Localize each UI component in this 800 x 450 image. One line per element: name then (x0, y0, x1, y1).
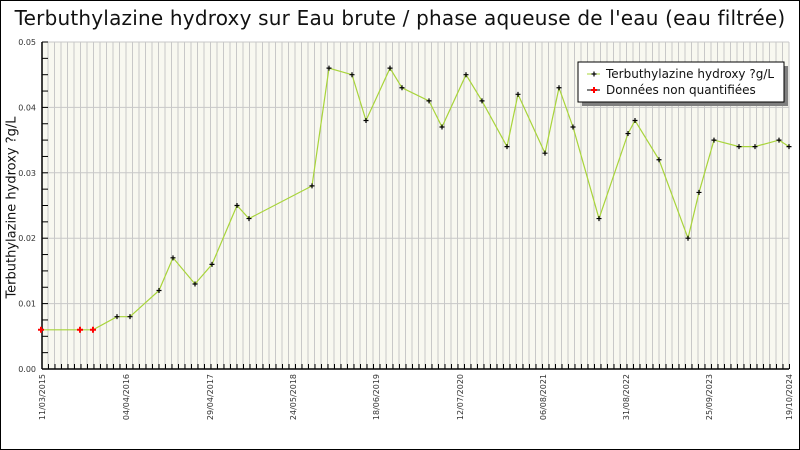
data-point (192, 281, 198, 287)
y-tick-label: 0.05 (18, 38, 36, 47)
x-tick-label: 04/04/2016 (122, 374, 131, 420)
x-tick-label: 31/08/2022 (622, 374, 631, 420)
black-plus-marker-icon (591, 71, 597, 77)
data-point (685, 235, 691, 241)
nq-data-point (38, 326, 44, 333)
data-point (127, 314, 133, 320)
x-tick-label: 25/09/2023 (705, 374, 714, 420)
data-point (170, 255, 176, 261)
data-point (632, 117, 638, 123)
data-point (234, 203, 240, 208)
y-axis-ticks: 0.00 0.01 0.02 0.03 0.04 0.05 (18, 38, 48, 374)
y-tick-label: 0.04 (18, 103, 36, 112)
x-axis-ticks: 11/03/2015 04/04/2016 29/04/2017 24/05/2018… (38, 364, 794, 420)
data-point (387, 65, 393, 71)
x-tick-label: 06/08/2021 (539, 374, 548, 420)
data-point (504, 144, 510, 150)
data-point (752, 144, 758, 150)
x-tick-label: 24/05/2018 (289, 374, 298, 420)
data-point (349, 72, 355, 78)
y-tick-label: 0.02 (18, 234, 36, 243)
data-point (209, 261, 215, 267)
data-point (246, 216, 252, 222)
data-point (309, 183, 315, 189)
y-tick-label: 0.01 (18, 300, 36, 309)
data-point (656, 157, 662, 163)
red-plus-marker-icon (591, 87, 597, 93)
data-point (736, 144, 742, 150)
data-point (426, 98, 432, 104)
nq-data-point (90, 326, 96, 333)
x-tick-label: 12/07/2020 (456, 374, 465, 420)
x-tick-label: 18/06/2019 (372, 374, 381, 420)
data-point (439, 124, 445, 130)
data-point (696, 189, 702, 195)
data-point (776, 137, 782, 143)
legend-item-nq: Données non quantifiées (587, 83, 756, 97)
data-point (711, 137, 717, 143)
data-point (363, 117, 369, 123)
legend: Terbuthylazine hydroxy ?g/L Données non … (577, 61, 788, 106)
y-tick-label: 0.00 (18, 365, 36, 374)
data-point (156, 288, 162, 294)
data-point (786, 144, 792, 150)
data-point (399, 85, 405, 91)
data-markers (38, 65, 792, 333)
x-tick-label: 19/10/2024 (785, 374, 794, 420)
data-point (556, 85, 562, 91)
legend-label-nq: Données non quantifiées (606, 83, 756, 97)
legend-item-series: Terbuthylazine hydroxy ?g/L (587, 67, 774, 81)
data-point (326, 65, 332, 71)
nq-data-point (77, 326, 83, 333)
legend-label-series: Terbuthylazine hydroxy ?g/L (605, 67, 774, 81)
x-tick-label: 29/04/2017 (206, 374, 215, 420)
data-point (463, 72, 469, 78)
horizontal-gridlines (42, 41, 790, 369)
data-point (570, 124, 576, 130)
data-point (515, 91, 521, 97)
data-point (114, 314, 120, 320)
data-point (479, 98, 485, 104)
data-point (625, 131, 631, 137)
data-point (542, 150, 548, 156)
y-tick-label: 0.03 (18, 169, 36, 178)
chart-title: Terbuthylazine hydroxy sur Eau brute / p… (14, 6, 786, 30)
data-point (596, 216, 602, 222)
x-tick-label: 11/03/2015 (38, 374, 47, 420)
